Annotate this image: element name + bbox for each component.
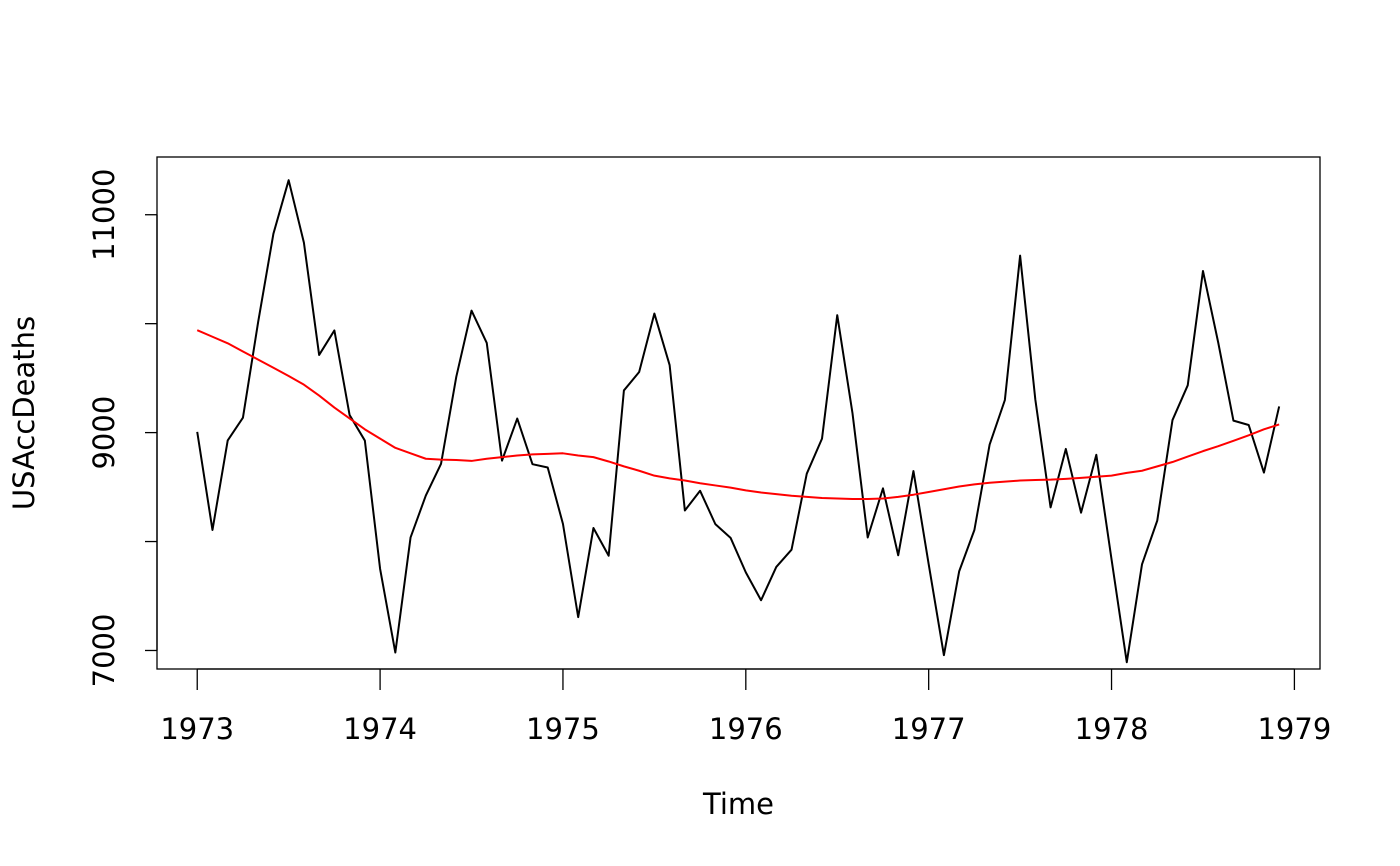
series-layer — [196, 179, 1281, 664]
x-tick-label: 1977 — [892, 712, 966, 746]
series-line-1 — [196, 179, 1281, 664]
x-tick-label: 1973 — [160, 712, 234, 746]
x-tick-label: 1979 — [1257, 712, 1331, 746]
y-axis: 7000 9000 11000 — [87, 169, 158, 688]
x-axis: 1973 1974 1975 1976 1977 1978 1979 — [160, 668, 1331, 746]
y-tick-label: 9000 — [87, 396, 121, 470]
y-axis-title: USAccDeaths — [7, 316, 41, 510]
x-tick-label: 1976 — [709, 712, 783, 746]
y-tick-label: 7000 — [87, 614, 121, 688]
x-tick-label: 1974 — [343, 712, 417, 746]
plot-frame — [156, 156, 1321, 670]
series-line-2 — [196, 329, 1280, 501]
x-axis-title: Time — [702, 787, 774, 821]
y-tick-label: 11000 — [87, 169, 121, 261]
x-tick-label: 1975 — [526, 712, 600, 746]
x-tick-label: 1978 — [1075, 712, 1149, 746]
